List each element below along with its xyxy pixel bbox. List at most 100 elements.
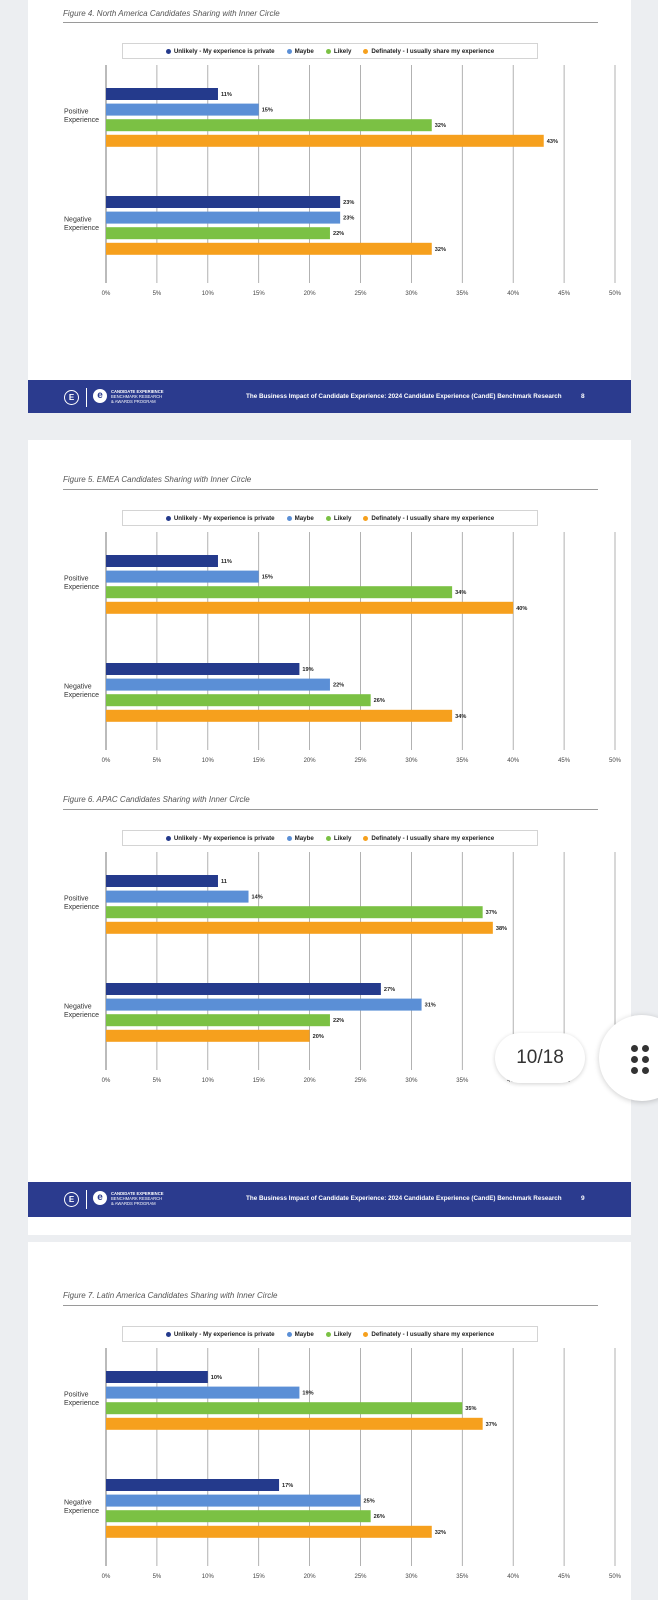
data-label: 14% (252, 895, 263, 901)
data-label: 43% (547, 139, 558, 145)
tick-label: 35% (456, 1078, 469, 1084)
e-logo-icon: E (64, 1192, 79, 1207)
legend-swatch (325, 48, 331, 54)
tick-label: 10% (202, 758, 215, 764)
tick-label: 40% (507, 291, 520, 297)
legend-item: Likely (325, 48, 351, 55)
report-page-9: Figure 5. EMEA Candidates Sharing with I… (28, 440, 631, 1235)
legend-item: Unlikely - My experience is private (165, 835, 275, 842)
tick-label: 0% (102, 758, 111, 764)
report-page-10: Figure 7. Latin America Candidates Shari… (28, 1242, 631, 1600)
bar (106, 555, 218, 567)
legend-swatch (363, 835, 369, 841)
legend-label: Maybe (294, 834, 314, 842)
e-logo-icon: E (64, 390, 79, 405)
brand-text: CANDIDATE EXPERIENCE BENCHMARK RESEARCH … (111, 1191, 164, 1206)
legend-item: Likely (325, 834, 352, 842)
data-label: 26% (374, 698, 385, 704)
brand-text: CANDIDATE EXPERIENCE BENCHMARK RESEARCH … (111, 389, 164, 404)
data-label: 32% (435, 123, 446, 129)
tick-label: 25% (354, 758, 367, 764)
data-label: 19% (302, 667, 313, 673)
tick-label: 5% (153, 291, 162, 297)
category-label: Experience (64, 225, 99, 232)
brand-line-3: & AWARDS PROGRAM (111, 399, 156, 404)
tick-label: 10% (202, 1574, 215, 1580)
cande-logo-icon: e (93, 389, 107, 403)
data-label: 40% (516, 606, 527, 612)
bar (106, 921, 493, 934)
legend-label: Likely (333, 834, 352, 842)
tick-label: 35% (456, 291, 469, 297)
legend-item: Definately - I usually share my experien… (363, 515, 494, 522)
legend-item: Unlikely - My experience is private (165, 1331, 275, 1338)
data-label: 23% (343, 200, 354, 206)
bar (106, 1371, 208, 1383)
tick-label: 30% (405, 1078, 418, 1084)
legend-swatch (325, 515, 331, 521)
chart-legend: Unlikely - My experience is private Maybe… (122, 830, 538, 846)
tick-label: 25% (354, 1574, 367, 1580)
data-label: 26% (374, 1514, 385, 1520)
category-label: Negative (64, 216, 92, 223)
legend-label: Likely (333, 514, 352, 522)
bar (106, 601, 514, 614)
data-label: 34% (455, 714, 466, 720)
tick-label: 25% (354, 1078, 367, 1084)
tick-label: 0% (102, 291, 111, 297)
data-label: 22% (333, 683, 344, 689)
data-label: 37% (486, 1422, 497, 1428)
category-label: Negative (64, 1499, 92, 1506)
legend-swatch (325, 1331, 331, 1337)
legend-item: Maybe (286, 48, 314, 55)
legend-swatch (363, 1331, 369, 1337)
chart-plot: 0% 5% 10% 15% 20% 25% 30% 35% 40% 45% 50% Positive E… (64, 65, 622, 297)
tick-label: 5% (153, 1574, 162, 1580)
tick-label: 30% (405, 291, 418, 297)
legend-item: Maybe (286, 515, 314, 522)
tick-label: 0% (102, 1574, 111, 1580)
tick-label: 20% (304, 1574, 317, 1580)
legend-label: Definately - I usually share my experien… (371, 834, 495, 842)
category-label: Negative (64, 683, 92, 690)
legend-item: Unlikely - My experience is private (165, 515, 275, 522)
page-indicator[interactable]: 10/18 (495, 1033, 585, 1083)
grid-dots-icon (631, 1045, 649, 1075)
data-label: 17% (282, 1483, 293, 1489)
tick-label: 15% (253, 1574, 266, 1580)
tick-label: 40% (507, 758, 520, 764)
title-rule (63, 809, 598, 810)
footer-title: The Business Impact of Candidate Experie… (246, 1195, 562, 1202)
title-rule (63, 489, 598, 490)
bar (106, 983, 381, 995)
bar (106, 103, 259, 116)
bar (106, 1386, 300, 1399)
bar (106, 1014, 330, 1027)
category-label: Experience (64, 692, 99, 699)
brand-line-1: CANDIDATE EXPERIENCE (111, 389, 164, 394)
bar (106, 709, 453, 722)
tick-label: 20% (304, 291, 317, 297)
legend-swatch (363, 48, 369, 54)
tick-label: 45% (558, 291, 571, 297)
footer-title: The Business Impact of Candidate Experie… (246, 393, 562, 400)
bar (106, 694, 371, 707)
legend-item: Definately - I usually share my experien… (363, 835, 494, 842)
legend-item: Maybe (286, 834, 314, 842)
data-label: 15% (262, 575, 273, 581)
tick-label: 40% (507, 1574, 520, 1580)
legend-label: Likely (333, 1330, 352, 1338)
category-label: Negative (64, 1003, 92, 1010)
legend-item: Definately - I usually share my experien… (363, 1331, 494, 1338)
bar (106, 196, 341, 208)
category-label: Experience (64, 117, 99, 124)
data-label: 37% (486, 910, 497, 916)
tick-label: 45% (558, 758, 571, 764)
data-label: 22% (333, 1018, 344, 1024)
tick-label: 5% (153, 1078, 162, 1084)
tick-label: 20% (304, 758, 317, 764)
data-label: 25% (364, 1499, 375, 1505)
data-label: 19% (302, 1391, 313, 1397)
page-footer: E e CANDIDATE EXPERIENCE BENCHMARK RESEA… (28, 1182, 631, 1217)
legend-item: Unlikely - My experience is private (165, 48, 275, 55)
